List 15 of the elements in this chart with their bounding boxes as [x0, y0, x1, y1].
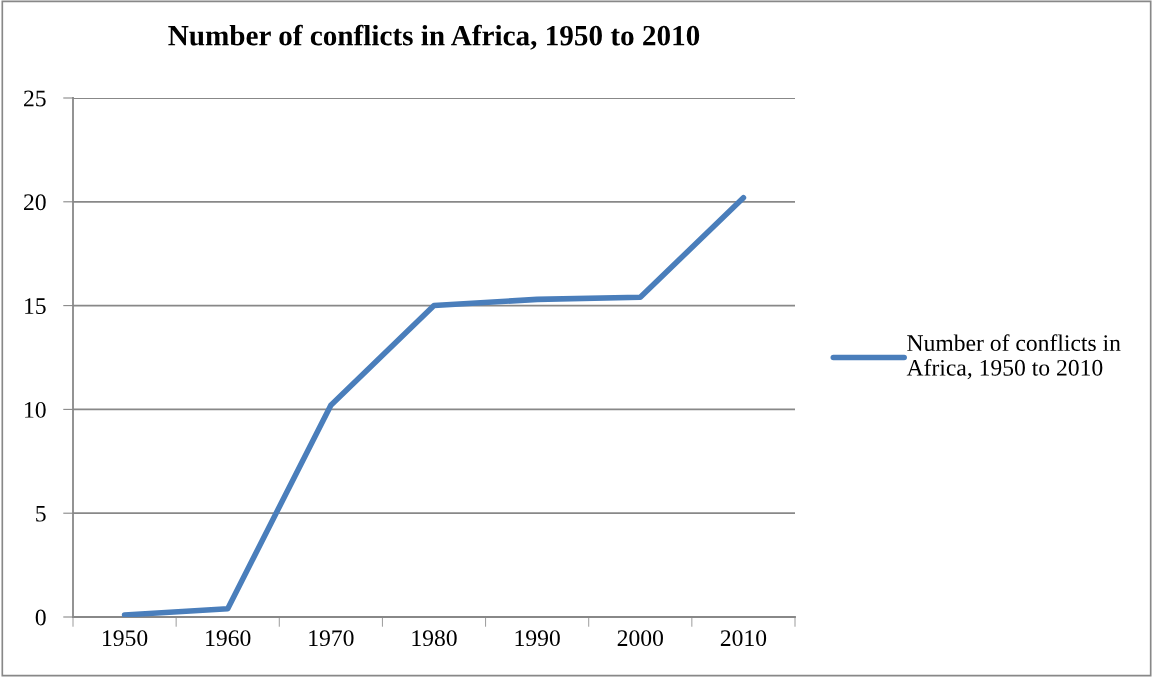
x-tick-label: 2010: [720, 630, 767, 647]
x-tick-label: 1970: [309, 630, 354, 647]
y-tick-label: 0: [35, 609, 46, 626]
legend-label: Number of conflicts in Africa, 1950 to 2010: [906, 334, 1121, 380]
y-tick-label: 15: [25, 298, 46, 315]
y-tick-label: 5: [36, 505, 46, 522]
y-tick-label: 25: [24, 90, 46, 107]
y-tick-label: 20: [24, 194, 46, 211]
x-tick-label: 1980: [412, 630, 457, 647]
x-tick-label: 2000: [617, 630, 663, 647]
y-tick-label: 10: [25, 401, 46, 418]
x-tick-label: 1950: [103, 630, 148, 647]
x-tick-label: 1960: [206, 630, 251, 647]
chart-title: Number of conflicts in Africa, 1950 to 2010: [168, 24, 700, 50]
x-tick-label: 1990: [515, 630, 560, 647]
